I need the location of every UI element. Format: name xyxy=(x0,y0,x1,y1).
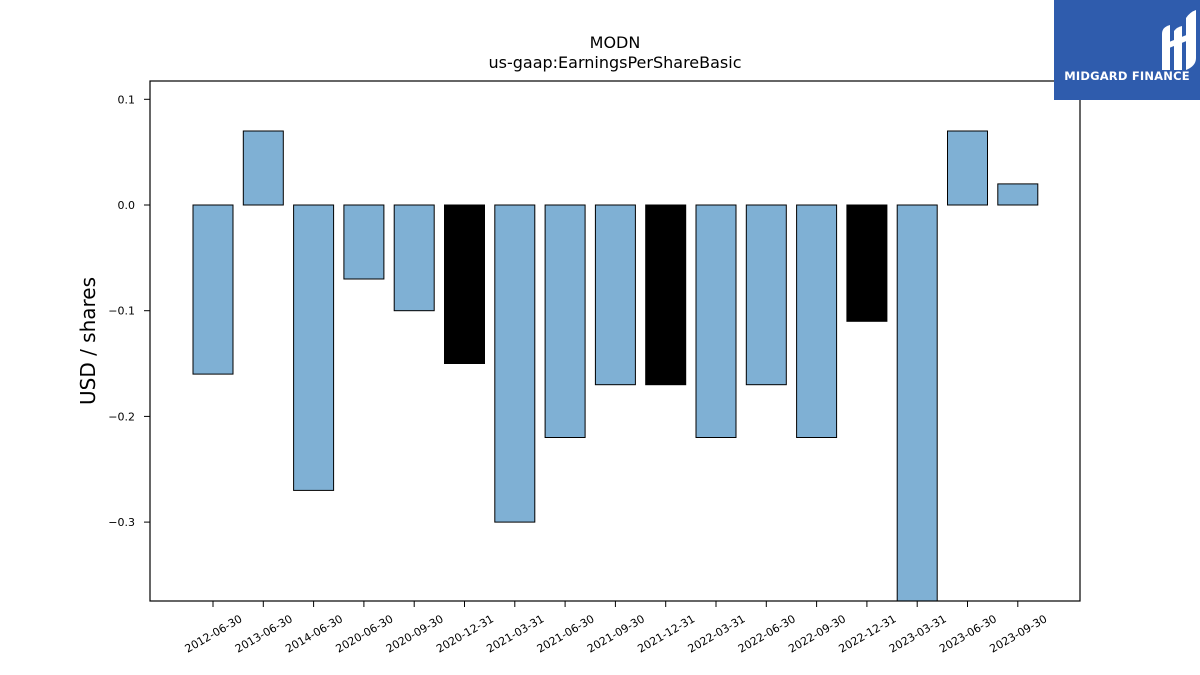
x-tick-label: 2023-09-30 xyxy=(987,612,1049,655)
bar-2022-03-31 xyxy=(695,204,737,438)
x-ticks-group: 2012-06-302013-06-302014-06-302020-06-30… xyxy=(183,601,1049,656)
y-ticks-group: 0.1 0.0 −0.1 −0.2 −0.3 xyxy=(108,93,150,529)
y-tick-label: −0.2 xyxy=(108,410,135,423)
bar-2012-06-30 xyxy=(192,204,234,375)
bar-2020-06-30 xyxy=(343,204,385,280)
bar-2022-09-30 xyxy=(796,204,838,438)
y-tick-label: −0.1 xyxy=(108,305,135,318)
logo-text: MIDGARD FINANCE xyxy=(1064,69,1190,83)
y-tick-label: −0.3 xyxy=(108,516,135,529)
y-tick-label: 0.1 xyxy=(118,93,136,106)
bar-2020-09-30 xyxy=(393,204,435,312)
midgard-finance-logo: MIDGARD FINANCE xyxy=(1054,0,1200,100)
bar-2021-06-30 xyxy=(544,204,586,438)
y-tick-label: 0.0 xyxy=(118,199,136,212)
bars-group xyxy=(192,130,1039,601)
y-axis-label: USD / shares xyxy=(76,277,100,405)
plot-frame xyxy=(149,80,1081,602)
bar-2021-09-30 xyxy=(594,204,636,386)
bar-2014-06-30 xyxy=(293,204,335,491)
chart-title: MODN xyxy=(590,33,641,52)
chart-subtitle: us-gaap:EarningsPerShareBasic xyxy=(488,53,741,72)
bar-2022-12-31 xyxy=(846,204,888,322)
bar-2021-12-31 xyxy=(645,204,687,386)
bar-2021-03-31 xyxy=(494,204,536,523)
bar-2020-12-31 xyxy=(444,204,485,364)
bar-2023-09-30 xyxy=(997,183,1039,206)
bar-2023-06-30 xyxy=(947,130,988,206)
bar-2022-06-30 xyxy=(745,204,787,386)
bar-2013-06-30 xyxy=(242,130,284,206)
midgard-logo-icon xyxy=(1162,10,1196,70)
bar-2023-03-31 xyxy=(896,204,938,601)
